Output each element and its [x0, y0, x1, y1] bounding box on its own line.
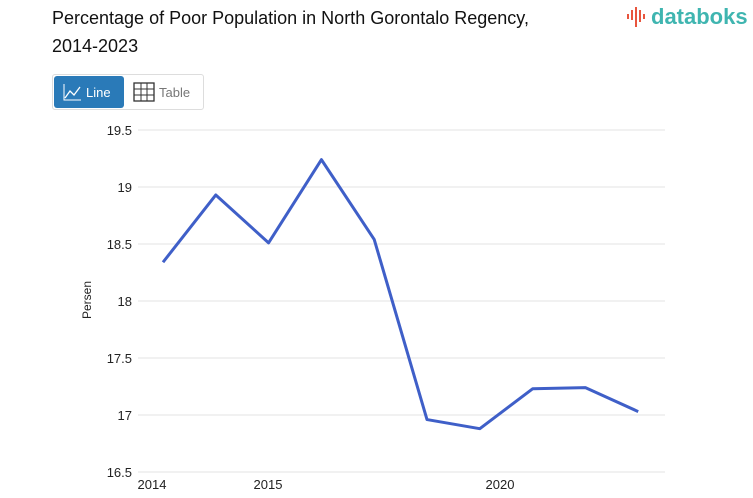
logo-text: databoks	[651, 4, 748, 29]
data-point-2018[interactable]	[368, 233, 380, 245]
table-view-button[interactable]: Table	[125, 75, 198, 109]
data-point-2015[interactable]	[210, 189, 222, 201]
data-point-2016[interactable]	[263, 237, 275, 249]
table-label: Table	[159, 84, 191, 100]
title-line-1: Percentage of Poor Population in North G…	[52, 8, 529, 28]
data-point-2021[interactable]	[527, 383, 539, 395]
series-line	[161, 158, 639, 431]
table-icon	[133, 82, 155, 102]
view-toggle: Line Table	[52, 74, 204, 110]
y-tick-label: 19	[118, 180, 132, 195]
y-axis-label: Persen	[80, 281, 94, 319]
data-point-2019[interactable]	[421, 414, 433, 426]
title-line-2: 2014-2023	[52, 36, 139, 56]
chart-title: Percentage of Poor Population in North G…	[52, 4, 572, 60]
y-tick-label: 19.5	[107, 123, 132, 138]
y-tick-label: 18	[118, 294, 132, 309]
y-tick-label: 17.5	[107, 351, 132, 366]
x-tick-label: 2014	[138, 477, 167, 492]
data-point-2017[interactable]	[315, 154, 327, 166]
logo-bars-icon	[627, 7, 645, 27]
line-label: Line	[86, 84, 111, 100]
databoks-logo[interactable]: databoks	[626, 4, 748, 30]
data-point-2014[interactable]	[157, 256, 169, 268]
data-point-2022[interactable]	[579, 382, 591, 394]
x-tick-label: 2020	[486, 477, 515, 492]
data-point-2023[interactable]	[632, 406, 644, 418]
y-tick-label: 16.5	[107, 465, 132, 480]
y-tick-label: 17	[118, 408, 132, 423]
x-tick-label: 2015	[254, 477, 283, 492]
y-tick-label: 18.5	[107, 237, 132, 252]
data-point-2020[interactable]	[474, 423, 486, 435]
line-view-button[interactable]: Line	[54, 76, 124, 108]
line-chart-icon	[63, 84, 81, 101]
